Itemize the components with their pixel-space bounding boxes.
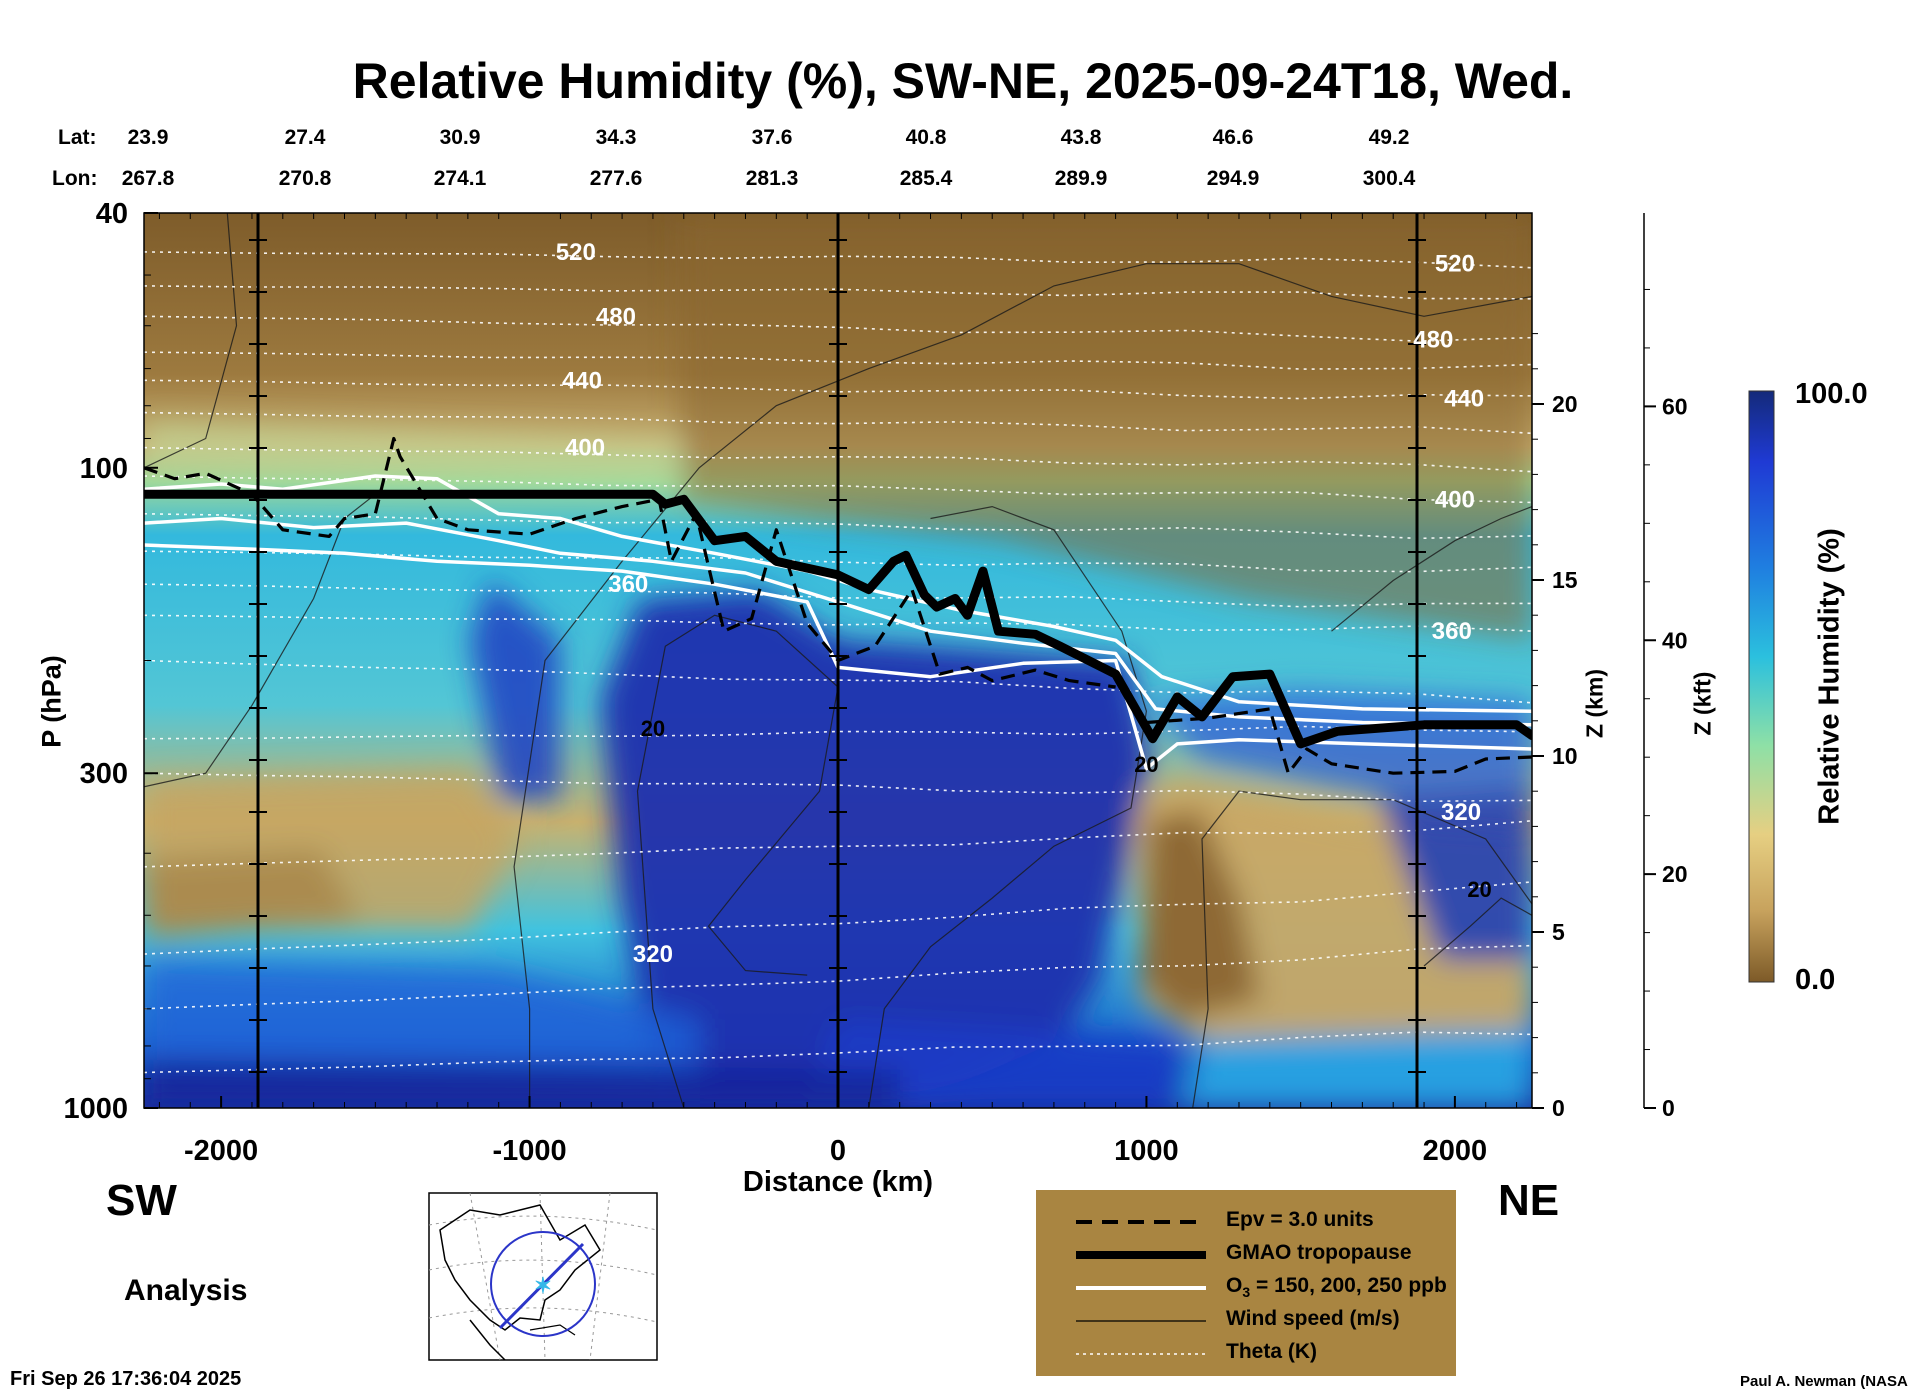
legend-label-wind: Wind speed (m/s) [1226, 1307, 1400, 1330]
wind-contour [1192, 790, 1532, 1108]
lat-label: Lat: [58, 126, 97, 149]
legend: Epv = 3.0 units GMAO tropopause O3 = 150… [1036, 1190, 1456, 1376]
inset-map: ✶ [428, 1192, 658, 1361]
lat-value: 40.8 [905, 126, 947, 149]
colorbar-title: Relative Humidity (%) [1813, 528, 1846, 825]
lat-value: 34.3 [595, 126, 637, 149]
z-km-tick-label: 5 [1552, 919, 1565, 945]
legend-label-tropopause: GMAO tropopause [1226, 1241, 1412, 1264]
tropopause-curve [144, 489, 1532, 749]
theta-label: 320 [633, 941, 673, 968]
marker-line-ticks [249, 239, 1426, 1073]
wind-contour [513, 263, 1532, 1108]
ozone-line [144, 474, 1532, 713]
legend-item-theta: Theta (K) [1036, 1340, 1456, 1374]
wind-contour [868, 505, 1148, 1108]
lat-value: 49.2 [1368, 126, 1410, 149]
lon-value: 270.8 [278, 167, 332, 190]
epv-line [1146, 707, 1532, 775]
colorbar [1748, 390, 1775, 983]
lat-value: 30.9 [439, 126, 481, 149]
lat-value: 27.4 [284, 126, 326, 149]
lon-value: 285.4 [899, 167, 953, 190]
y-tick-label: 300 [80, 758, 128, 790]
wind-label: 20 [1467, 877, 1491, 902]
y-tick-label: 40 [96, 198, 128, 230]
lon-value: 267.8 [121, 167, 175, 190]
lon-value: 289.9 [1054, 167, 1108, 190]
theta-label: 520 [1435, 251, 1475, 278]
contour-labels: 520 480 440 400 360 320 520 480 440 400 360 320 20 20… [556, 239, 1492, 968]
theta-label: 480 [1413, 326, 1453, 353]
z-km-tick-label: 10 [1552, 743, 1578, 769]
x-tick-label: 2000 [1423, 1135, 1488, 1167]
x-tick-label: 0 [830, 1135, 846, 1167]
z-kft-tick-label: 0 [1662, 1095, 1675, 1121]
legend-item-tropopause: GMAO tropopause [1036, 1241, 1456, 1275]
section-marker-lines [256, 213, 1419, 1108]
x-axis-title: Distance (km) [742, 1166, 934, 1198]
analysis-label: Analysis [124, 1274, 248, 1307]
theta-label: 480 [596, 303, 636, 330]
chart-title: Relative Humidity (%), SW-NE, 2025-09-24… [352, 53, 1574, 109]
lon-value: 274.1 [433, 167, 487, 190]
x-tick-label: -1000 [492, 1135, 566, 1167]
z-kft-axis-title: Z (kft) [1689, 671, 1716, 736]
colorbar-min-label: 0.0 [1795, 964, 1836, 996]
z-km-tick-label: 0 [1552, 1095, 1565, 1121]
z-kft-tick-label: 40 [1662, 627, 1688, 653]
legend-item-ozone: O3 = 150, 200, 250 ppb [1036, 1274, 1456, 1308]
lon-value: 281.3 [745, 167, 799, 190]
legend-label-ozone: O3 = 150, 200, 250 ppb [1226, 1274, 1447, 1301]
theta-label: 440 [562, 367, 602, 394]
z-km-axis-title: Z (km) [1581, 669, 1608, 738]
lon-value: 277.6 [589, 167, 643, 190]
legend-item-epv: Epv = 3.0 units [1036, 1208, 1456, 1242]
theta-label: 360 [608, 571, 648, 598]
legend-label-epv: Epv = 3.0 units [1226, 1208, 1374, 1231]
theta-label: 360 [1432, 618, 1472, 645]
lon-value: 300.4 [1362, 167, 1416, 190]
z-km-tick-label: 15 [1552, 567, 1578, 593]
legend-swatches [1076, 1220, 1206, 1355]
svg-text:✶: ✶ [534, 1273, 552, 1298]
lat-value: 46.6 [1212, 126, 1254, 149]
lon-value: 294.9 [1206, 167, 1260, 190]
wind-speed-contours [144, 213, 1532, 1108]
axes: -2000 -1000 0 1000 2000 40 100 300 1000 0 5 10 15 20 0… [63, 198, 1687, 1167]
y-tick-label: 100 [80, 453, 128, 485]
x-tick-label: -2000 [184, 1135, 258, 1167]
legend-item-wind: Wind speed (m/s) [1036, 1307, 1456, 1341]
lat-value: 43.8 [1060, 126, 1102, 149]
wind-contour [636, 614, 839, 1108]
direction-left: SW [106, 1176, 177, 1225]
legend-label-theta: Theta (K) [1226, 1340, 1317, 1363]
footer-timestamp: Fri Sep 26 17:36:04 2025 [10, 1368, 242, 1390]
wind-label: 20 [641, 716, 665, 741]
colorbar-max-label: 100.0 [1795, 378, 1868, 410]
theta-label: 520 [556, 239, 596, 266]
theta-label: 320 [1441, 799, 1481, 826]
z-km-tick-label: 20 [1552, 391, 1578, 417]
tropopause-line [144, 489, 1532, 749]
z-kft-tick-label: 60 [1662, 393, 1688, 419]
y-axis-title: P (hPa) [36, 655, 67, 748]
wind-contour [1331, 506, 1532, 632]
theta-label: 400 [1435, 486, 1475, 513]
wind-contour [144, 213, 238, 469]
theta-label: 400 [565, 435, 605, 462]
wind-contour [1423, 897, 1532, 967]
direction-right: NE [1498, 1176, 1560, 1225]
lat-value: 23.9 [127, 126, 169, 149]
lat-value: 37.6 [751, 126, 793, 149]
wind-label: 20 [1134, 752, 1158, 777]
wind-contour [144, 493, 376, 788]
z-kft-tick-label: 20 [1662, 861, 1688, 887]
footer-credit: Paul A. Newman (NASA [1740, 1373, 1908, 1390]
x-tick-label: 1000 [1114, 1135, 1179, 1167]
theta-label: 440 [1444, 386, 1484, 413]
y-tick-label: 1000 [63, 1093, 128, 1125]
lon-label: Lon: [52, 167, 98, 190]
